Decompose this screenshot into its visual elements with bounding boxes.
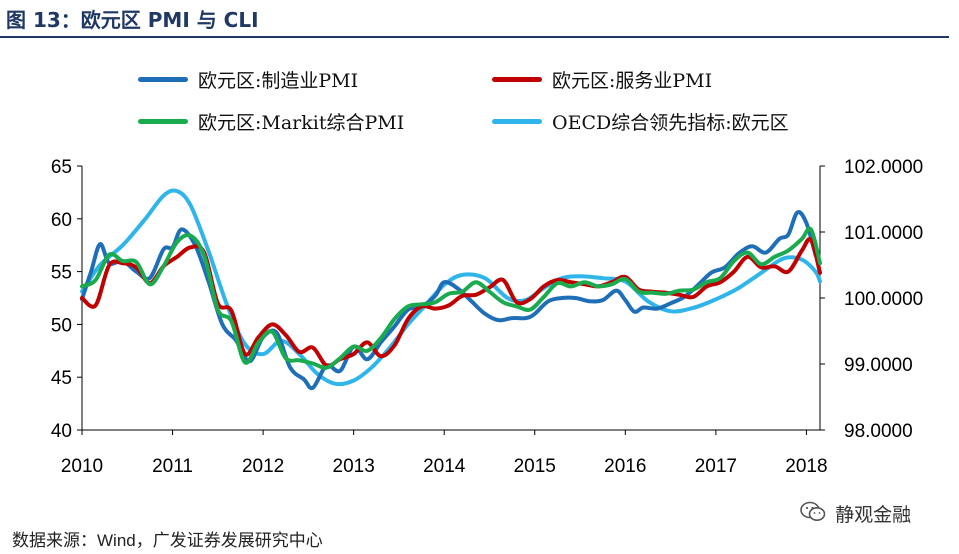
y-left-tick-label: 45 — [51, 368, 72, 389]
y-right-tick-label: 99.0000 — [844, 355, 913, 376]
y-right-tick-label: 98.0000 — [844, 421, 913, 442]
x-tick-label: 2016 — [604, 456, 646, 477]
x-tick-label: 2017 — [695, 456, 737, 477]
y-right-tick-label: 102.0000 — [844, 157, 923, 178]
chart-axes: 40 45 50 55 60 65 98.0000 99.0000 100.0000 101.00… — [51, 157, 923, 477]
legend-swatch-composite — [138, 119, 188, 124]
source-value: Wind，广发证券发展研究中心 — [97, 531, 323, 550]
legend-swatch-cli — [492, 119, 542, 124]
y-left-tick-label: 50 — [51, 315, 72, 336]
x-tick-label: 2012 — [242, 456, 284, 477]
legend-swatch-manufacturing — [138, 77, 188, 82]
x-tick-label: 2018 — [785, 456, 827, 477]
source-note: 数据来源：Wind，广发证券发展研究中心 — [12, 526, 323, 551]
title-bar: 图 13：欧元区 PMI 与 CLI — [0, 0, 949, 38]
series-composite-pmi — [80, 226, 822, 370]
y-left-tick-label: 55 — [51, 263, 72, 284]
x-tick-label: 2015 — [514, 456, 556, 477]
x-tick-label: 2014 — [423, 456, 466, 477]
wechat-icon — [800, 501, 826, 527]
x-tick-label: 2010 — [61, 456, 103, 477]
legend-label-cli: OECD综合领先指标:欧元区 — [552, 112, 789, 134]
source-prefix: 数据来源： — [12, 531, 97, 551]
legend-label-composite: 欧元区:Markit综合PMI — [198, 112, 405, 134]
y-right-tick-label: 101.0000 — [844, 223, 923, 244]
legend-swatch-services — [492, 77, 542, 82]
x-tick-label: 2013 — [333, 456, 375, 477]
page-title: 图 13：欧元区 PMI 与 CLI — [6, 8, 259, 32]
y-right-tick-label: 100.0000 — [844, 289, 923, 310]
legend-label-manufacturing: 欧元区:制造业PMI — [198, 70, 359, 92]
watermark-text: 静观金融 — [835, 504, 912, 526]
x-tick-label: 2011 — [152, 456, 193, 477]
legend-label-services: 欧元区:服务业PMI — [552, 70, 713, 92]
series-manufacturing-pmi — [80, 210, 818, 391]
y-left-tick-label: 40 — [51, 421, 72, 442]
chart-series — [80, 188, 822, 391]
y-left-tick-label: 65 — [51, 157, 72, 178]
watermark: 静观金融 — [800, 500, 911, 526]
y-left-tick-label: 60 — [51, 210, 72, 231]
